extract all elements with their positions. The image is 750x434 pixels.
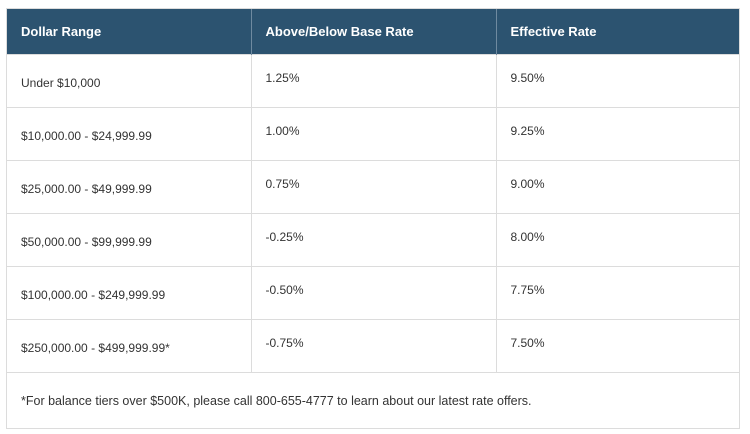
- cell-dollar-range: $100,000.00 - $249,999.99: [7, 265, 252, 319]
- cell-effective-rate: 9.25%: [496, 106, 739, 160]
- cell-above-below: -0.50%: [251, 265, 497, 319]
- header-row: Dollar Range Above/Below Base Rate Effec…: [7, 9, 739, 54]
- table-row: Under $10,000 1.25% 9.50%: [7, 53, 739, 107]
- cell-above-below: -0.25%: [251, 212, 497, 266]
- rate-table-header: Dollar Range Above/Below Base Rate Effec…: [7, 9, 739, 54]
- cell-above-below: 1.25%: [251, 53, 497, 107]
- cell-above-below: 0.75%: [251, 159, 497, 213]
- cell-effective-rate: 7.50%: [496, 318, 739, 372]
- cell-above-below: -0.75%: [251, 318, 497, 372]
- table-row: $250,000.00 - $499,999.99* -0.75% 7.50%: [7, 318, 739, 372]
- table-row: $25,000.00 - $49,999.99 0.75% 9.00%: [7, 159, 739, 213]
- table-row: $50,000.00 - $99,999.99 -0.25% 8.00%: [7, 212, 739, 266]
- footnote-text: *For balance tiers over $500K, please ca…: [21, 393, 532, 408]
- cell-effective-rate: 8.00%: [496, 212, 739, 266]
- rate-table-container: Dollar Range Above/Below Base Rate Effec…: [6, 8, 740, 429]
- cell-above-below: 1.00%: [251, 106, 497, 160]
- cell-effective-rate: 9.00%: [496, 159, 739, 213]
- header-above-below-base-rate: Above/Below Base Rate: [251, 9, 497, 54]
- table-row: $10,000.00 - $24,999.99 1.00% 9.25%: [7, 106, 739, 160]
- rate-table-footnote: *For balance tiers over $500K, please ca…: [7, 372, 739, 428]
- cell-dollar-range: $50,000.00 - $99,999.99: [7, 212, 252, 266]
- cell-dollar-range: Under $10,000: [7, 53, 252, 107]
- cell-dollar-range: $25,000.00 - $49,999.99: [7, 159, 252, 213]
- header-dollar-range: Dollar Range: [7, 9, 252, 54]
- cell-dollar-range: $250,000.00 - $499,999.99*: [7, 318, 252, 372]
- table-row: $100,000.00 - $249,999.99 -0.50% 7.75%: [7, 265, 739, 319]
- header-effective-rate: Effective Rate: [496, 9, 739, 54]
- cell-dollar-range: $10,000.00 - $24,999.99: [7, 106, 252, 160]
- rate-table: Dollar Range Above/Below Base Rate Effec…: [7, 9, 739, 372]
- rate-table-body: Under $10,000 1.25% 9.50% $10,000.00 - $…: [7, 53, 739, 372]
- cell-effective-rate: 9.50%: [496, 53, 739, 107]
- cell-effective-rate: 7.75%: [496, 265, 739, 319]
